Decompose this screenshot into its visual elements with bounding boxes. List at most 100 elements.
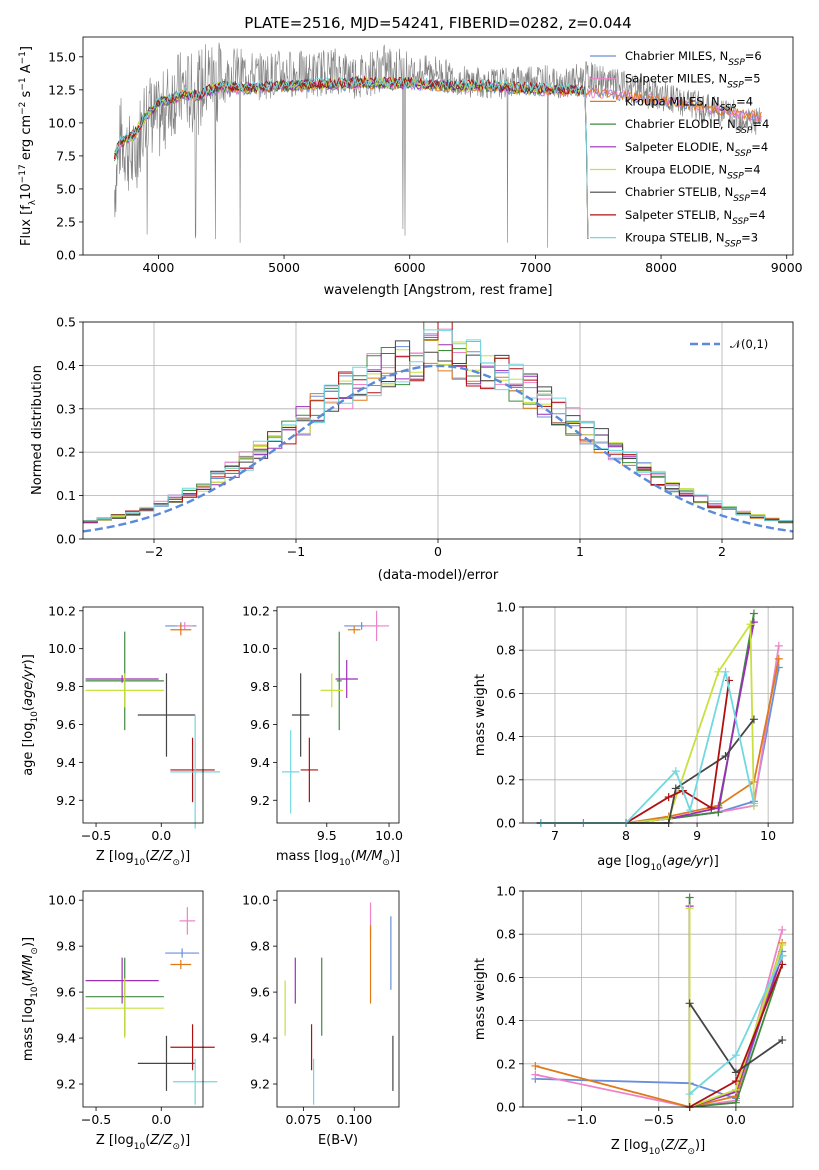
y-tick-label: 0.3 — [56, 401, 76, 416]
model-line-chabrier-elodie — [113, 77, 589, 239]
histograms — [83, 322, 793, 533]
marker — [685, 904, 694, 913]
marker — [685, 1090, 694, 1099]
marker — [749, 715, 758, 724]
model-line-kroupa-elodie — [113, 76, 589, 239]
axes-frame — [522, 890, 794, 1108]
y-tick-label: 0.4 — [496, 729, 516, 744]
x-tick-label: −1.0 — [566, 1112, 596, 1127]
plot-layer: 4000 5000 6000 7000 8000 90000.02.55.07.510.0… — [18, 36, 803, 1157]
x-tick-label: −2 — [145, 544, 163, 559]
marker — [721, 667, 730, 676]
y-tick-label: 9.2 — [250, 793, 270, 808]
x-tick-label: −0.5 — [81, 1112, 111, 1127]
y-tick-label: 10.0 — [48, 115, 76, 130]
x-axis-label: E(B-V) — [318, 1133, 358, 1148]
y-tick-label: 0.4 — [496, 1013, 516, 1028]
y-tick-label: 1.0 — [496, 600, 516, 615]
x-tick-label: 9000 — [771, 260, 803, 275]
marker — [664, 793, 673, 802]
y-tick-label: 5.0 — [56, 181, 76, 196]
y-tick-label: 1.0 — [496, 884, 516, 899]
x-axis-label: Z [log10(Z/Z⊙)] — [611, 1138, 705, 1157]
model-line-salpeter-elodie — [113, 76, 589, 239]
x-axis-label: wavelength [Angstrom, rest frame] — [324, 283, 553, 298]
marker — [685, 893, 694, 902]
legend-item: Chabrier STELIB, NSSP=4 — [625, 185, 767, 204]
model-line-salpeter-stelib — [113, 75, 589, 239]
legend-item: Kroupa ELODIE, NSSP=4 — [625, 163, 761, 182]
marker — [531, 1061, 540, 1070]
y-tick-label: 0.0 — [56, 248, 76, 263]
legend-item: Chabrier MILES, NSSP=6 — [625, 49, 762, 68]
axes-frame — [82, 606, 204, 824]
model-line-chabrier-stelib — [114, 75, 589, 239]
legend-item: Kroupa MILES, NSSP=4 — [625, 94, 753, 113]
normal-curve — [83, 364, 793, 533]
marker — [731, 1085, 740, 1094]
y-tick-label: 0.2 — [56, 445, 76, 460]
line-chabrier-miles — [540, 667, 780, 824]
marker — [778, 941, 787, 949]
y-tick-label: 10.0 — [48, 893, 76, 908]
y-axis-label: mass weight — [473, 674, 488, 756]
axes-frame — [522, 606, 794, 824]
x-tick-label: 0.0 — [151, 828, 171, 843]
y-tick-label: 10.0 — [242, 641, 270, 656]
points — [284, 902, 394, 1105]
marker — [778, 951, 787, 960]
legend-item: Salpeter MILES, NSSP=5 — [625, 72, 761, 91]
y-tick-label: 0.6 — [496, 686, 516, 701]
y-tick-label: 10.2 — [242, 603, 270, 618]
y-tick-label: 9.4 — [250, 1031, 270, 1046]
x-tick-label: 8 — [622, 828, 630, 843]
line-salpeter-elodie — [540, 621, 755, 824]
y-tick-label: 9.8 — [250, 679, 270, 694]
age_vs_Z-axes: −0.5 0.0 9.2 9.4 9.6 9.8 10.0 10.2 Z [log10(Z/Z⊙… — [21, 603, 220, 868]
y-tick-label: 0.4 — [56, 358, 76, 373]
y-tick-label: 9.2 — [56, 793, 76, 808]
legend-item: Salpeter STELIB, NSSP=4 — [625, 208, 766, 227]
marker — [714, 803, 723, 812]
marker — [685, 806, 694, 815]
y-tick-label: 9.6 — [56, 985, 76, 1000]
marker — [731, 1098, 740, 1107]
y-axis-label: Normed distribution — [30, 365, 45, 495]
y-tick-label: 9.2 — [56, 1077, 76, 1092]
lines — [536, 609, 783, 827]
legend-item: Kroupa STELIB, NSSP=3 — [625, 231, 758, 250]
y-tick-label: 9.6 — [250, 717, 270, 732]
marker — [774, 654, 783, 663]
massweight_vs_Z-axes: −1.0 −0.5 0.0 0.0 0.2 0.4 0.6 0.8 1.0 Z [log10(Z/… — [473, 884, 794, 1157]
marker — [749, 799, 758, 808]
line-kroupa-miles — [540, 658, 780, 824]
marker — [714, 667, 723, 676]
y-axis-label: age [log10(age/yr)] — [21, 654, 40, 776]
x-tick-label: 9 — [693, 828, 701, 843]
x-tick-label: 8000 — [645, 260, 677, 275]
x-tick-label: 0 — [434, 544, 442, 559]
x-tick-label: −0.5 — [644, 1112, 674, 1127]
marker — [746, 620, 755, 629]
massweight_vs_age-axes: 7 8 9 10 0.0 0.2 0.4 0.6 0.8 1.0 age [log10(age/yr… — [473, 600, 794, 873]
marker — [778, 960, 787, 969]
axes-frame — [82, 321, 794, 540]
marker — [685, 999, 694, 1008]
x-tick-label: 0.0 — [726, 1112, 746, 1127]
mass_vs_Z-axes: −0.5 0.0 9.2 9.4 9.6 9.8 10.0 Z [log10(Z/Z⊙)] ma… — [21, 890, 218, 1152]
x-tick-label: 9.5 — [317, 828, 337, 843]
axes-frame — [276, 890, 400, 1108]
x-tick-label: −0.5 — [81, 828, 111, 843]
marker — [731, 1077, 740, 1086]
y-tick-label: 9.8 — [56, 939, 76, 954]
y-tick-label: 0.6 — [496, 970, 516, 985]
age_vs_mass-axes: 9.5 10.0 9.2 9.4 9.6 9.8 10.0 10.2 mass [log10(M… — [242, 603, 403, 868]
y-tick-label: 0.2 — [496, 772, 516, 787]
marker — [778, 1036, 787, 1045]
x-tick-label: 7000 — [519, 260, 551, 275]
y-tick-label: 9.2 — [250, 1077, 270, 1092]
legend-item: 𝒩(0,1) — [730, 337, 768, 351]
x-tick-label: 2 — [718, 544, 726, 559]
hist-kroupa-stelib — [83, 329, 793, 522]
spectrum-lines — [113, 42, 762, 248]
